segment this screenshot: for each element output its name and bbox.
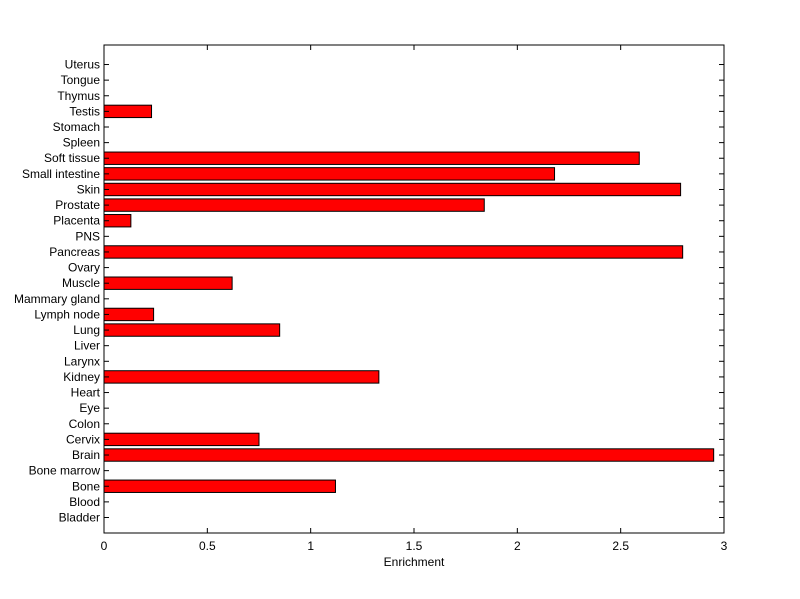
y-tick-label: Kidney bbox=[63, 370, 100, 384]
y-tick-label: Liver bbox=[74, 339, 100, 353]
bar-skin bbox=[103, 182, 682, 197]
x-tick-label: 3 bbox=[721, 539, 728, 553]
bar-prostate bbox=[103, 198, 485, 212]
y-tick-label: Brain bbox=[72, 448, 100, 462]
y-tick-label: Placenta bbox=[53, 214, 100, 228]
y-tick-label: Spleen bbox=[63, 136, 100, 150]
y-tick-label: Lymph node bbox=[34, 307, 100, 321]
x-tick-label: 2.5 bbox=[612, 539, 629, 553]
bar-soft-tissue bbox=[103, 151, 640, 165]
y-tick-label: Mammary gland bbox=[14, 292, 100, 306]
y-tick-label: Larynx bbox=[64, 354, 100, 368]
y-tick-label: Lung bbox=[73, 323, 100, 337]
y-tick-label: PNS bbox=[75, 229, 100, 243]
x-tick-labels: 0 0.5 1 1.5 2 2.5 3 bbox=[101, 539, 728, 553]
x-tick-label: 0 bbox=[101, 539, 108, 553]
y-tick-label: Blood bbox=[69, 495, 100, 509]
y-tick-label: Muscle bbox=[62, 276, 100, 290]
y-tick-label: Soft tissue bbox=[44, 151, 100, 165]
y-tick-label: Bladder bbox=[59, 511, 100, 525]
y-tick-label: Uterus bbox=[65, 58, 100, 72]
y-tick-label: Prostate bbox=[55, 198, 100, 212]
bar-testis bbox=[103, 104, 153, 119]
y-tick-label: Bone bbox=[72, 479, 100, 493]
y-tick-label: Colon bbox=[69, 417, 100, 431]
y-tick-label: Skin bbox=[77, 182, 100, 196]
ticks-group bbox=[103, 45, 725, 533]
bar-small-intestine bbox=[103, 167, 556, 181]
y-tick-label: Testis bbox=[69, 104, 100, 118]
bar-cervix bbox=[103, 432, 260, 447]
bar-pancreas bbox=[103, 245, 684, 259]
plot-frame bbox=[103, 44, 725, 534]
bar-kidney bbox=[103, 370, 380, 384]
y-tick-label: Small intestine bbox=[22, 167, 100, 181]
y-tick-label: Thymus bbox=[57, 89, 100, 103]
y-tick-label: Bone marrow bbox=[29, 464, 101, 478]
bar-lymph-node bbox=[103, 307, 155, 322]
bar-muscle bbox=[103, 276, 233, 290]
y-tick-label: Eye bbox=[79, 401, 100, 415]
x-axis-label: Enrichment bbox=[384, 555, 445, 569]
y-tick-label: Cervix bbox=[66, 432, 100, 446]
x-tick-label: 1 bbox=[307, 539, 314, 553]
bar-brain bbox=[103, 448, 715, 462]
bar-lung bbox=[103, 323, 281, 337]
bar-bone bbox=[103, 479, 336, 493]
y-tick-label: Heart bbox=[71, 386, 101, 400]
y-tick-label: Pancreas bbox=[49, 245, 100, 259]
y-tick-label: Stomach bbox=[53, 120, 100, 134]
y-tick-label: Tongue bbox=[61, 73, 101, 87]
y-tick-label: Ovary bbox=[68, 261, 100, 275]
x-tick-label: 2 bbox=[514, 539, 521, 553]
x-tick-label: 0.5 bbox=[199, 539, 216, 553]
x-tick-label: 1.5 bbox=[406, 539, 423, 553]
